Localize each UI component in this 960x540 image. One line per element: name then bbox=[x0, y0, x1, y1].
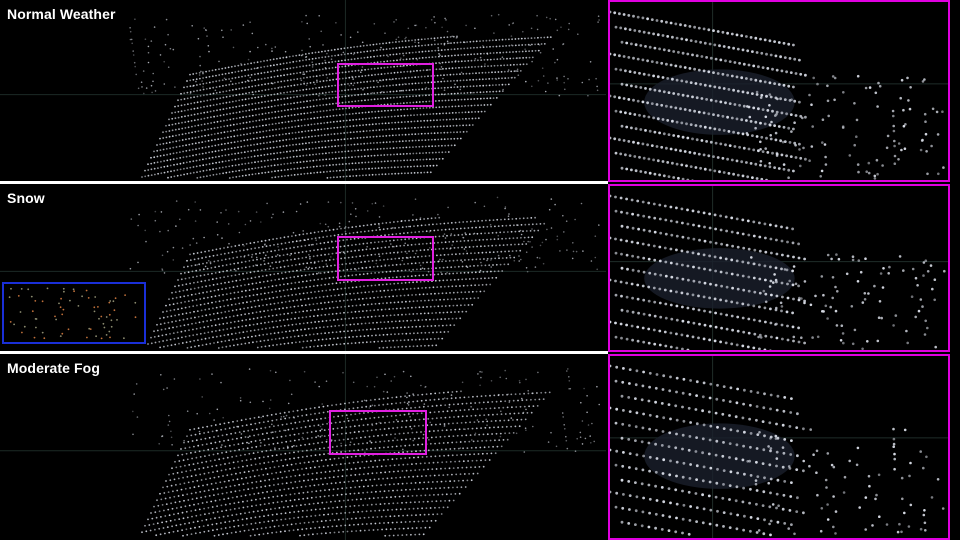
zoom-view-snow bbox=[608, 184, 950, 352]
roi-box-snow bbox=[337, 236, 434, 281]
panel-normal-weather: Normal Weather bbox=[0, 0, 960, 182]
separator-1 bbox=[0, 181, 608, 184]
lidar-view-fog: Moderate Fog bbox=[0, 354, 606, 540]
panel-label-normal: Normal Weather bbox=[7, 6, 116, 22]
zoom-point-cloud-fog bbox=[610, 356, 948, 538]
zoom-view-fog bbox=[608, 354, 950, 540]
panel-snow: Snow bbox=[0, 184, 960, 352]
snow-noise-box bbox=[2, 282, 146, 344]
point-cloud-fog bbox=[0, 354, 606, 540]
roi-box-normal bbox=[337, 63, 434, 107]
panel-label-snow: Snow bbox=[7, 190, 45, 206]
zoom-view-normal bbox=[608, 0, 950, 182]
separator-2 bbox=[0, 351, 608, 354]
roi-box-fog bbox=[329, 410, 427, 455]
zoom-point-cloud-normal bbox=[610, 2, 948, 180]
panel-label-fog: Moderate Fog bbox=[7, 360, 100, 376]
point-cloud-normal bbox=[0, 0, 606, 182]
lidar-view-normal: Normal Weather bbox=[0, 0, 606, 182]
zoom-point-cloud-snow bbox=[610, 186, 948, 350]
lidar-view-snow: Snow bbox=[0, 184, 606, 352]
panel-moderate-fog: Moderate Fog bbox=[0, 354, 960, 540]
